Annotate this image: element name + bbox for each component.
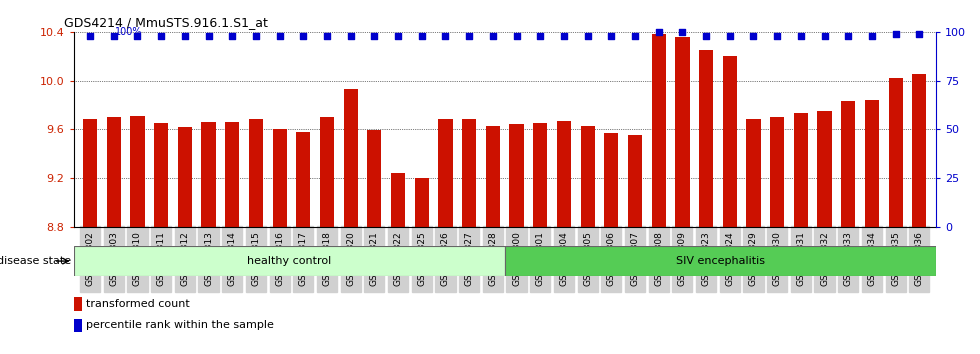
Bar [107, 117, 121, 227]
Point [224, 33, 240, 39]
Bar [296, 132, 311, 227]
Bar [675, 37, 690, 227]
Point [319, 33, 335, 39]
Bar [415, 178, 429, 227]
Point [153, 33, 169, 39]
Point [177, 33, 193, 39]
Bar [438, 120, 453, 227]
Text: GDS4214 / MmuSTS.916.1.S1_at: GDS4214 / MmuSTS.916.1.S1_at [64, 16, 268, 29]
Point [367, 33, 382, 39]
Point [390, 33, 406, 39]
Point [746, 33, 761, 39]
Bar [580, 126, 595, 227]
Bar [864, 100, 879, 227]
Bar [510, 124, 523, 227]
Bar [889, 78, 903, 227]
Point [201, 33, 217, 39]
Point [816, 33, 832, 39]
Bar [177, 127, 192, 227]
Point [438, 33, 454, 39]
Bar [368, 130, 381, 227]
Bar [225, 122, 239, 227]
Bar [202, 122, 216, 227]
Text: SIV encephalitis: SIV encephalitis [676, 256, 764, 266]
Point [82, 33, 98, 39]
Bar [770, 117, 784, 227]
Point [248, 33, 264, 39]
Bar [486, 126, 500, 227]
Point [532, 33, 548, 39]
Point [509, 33, 524, 39]
Text: percentile rank within the sample: percentile rank within the sample [86, 320, 273, 331]
Bar [130, 116, 145, 227]
Text: transformed count: transformed count [86, 299, 189, 309]
Point [414, 33, 429, 39]
Bar [747, 120, 760, 227]
Point [651, 29, 666, 35]
Point [129, 33, 145, 39]
Bar [272, 129, 287, 227]
Point [556, 33, 571, 39]
Bar [249, 120, 263, 227]
Bar [74, 319, 82, 332]
Bar [794, 113, 808, 227]
Point [604, 33, 619, 39]
Bar [841, 101, 856, 227]
Bar [652, 34, 665, 227]
Point [485, 33, 501, 39]
Point [769, 33, 785, 39]
Point [722, 33, 738, 39]
Point [674, 29, 690, 35]
Bar [628, 135, 642, 227]
Point [888, 31, 904, 37]
Bar [912, 74, 926, 227]
Bar [462, 120, 476, 227]
Point [271, 33, 287, 39]
Bar [319, 117, 334, 227]
Point [296, 33, 312, 39]
Bar [83, 120, 97, 227]
Text: healthy control: healthy control [247, 256, 331, 266]
Point [462, 33, 477, 39]
Bar [154, 123, 169, 227]
Bar [74, 297, 82, 311]
Point [793, 33, 808, 39]
Bar [557, 121, 571, 227]
Bar [74, 246, 505, 276]
Text: disease state: disease state [0, 256, 72, 266]
Bar [391, 173, 405, 227]
Bar [817, 111, 832, 227]
Bar [699, 50, 713, 227]
Bar [505, 246, 936, 276]
Point [627, 33, 643, 39]
Point [698, 33, 713, 39]
Point [580, 33, 596, 39]
Bar [533, 123, 548, 227]
Point [106, 33, 122, 39]
Point [841, 33, 857, 39]
Bar [344, 89, 358, 227]
Text: 100%: 100% [115, 27, 142, 37]
Point [911, 31, 927, 37]
Point [864, 33, 880, 39]
Bar [722, 56, 737, 227]
Point [343, 33, 359, 39]
Bar [605, 133, 618, 227]
